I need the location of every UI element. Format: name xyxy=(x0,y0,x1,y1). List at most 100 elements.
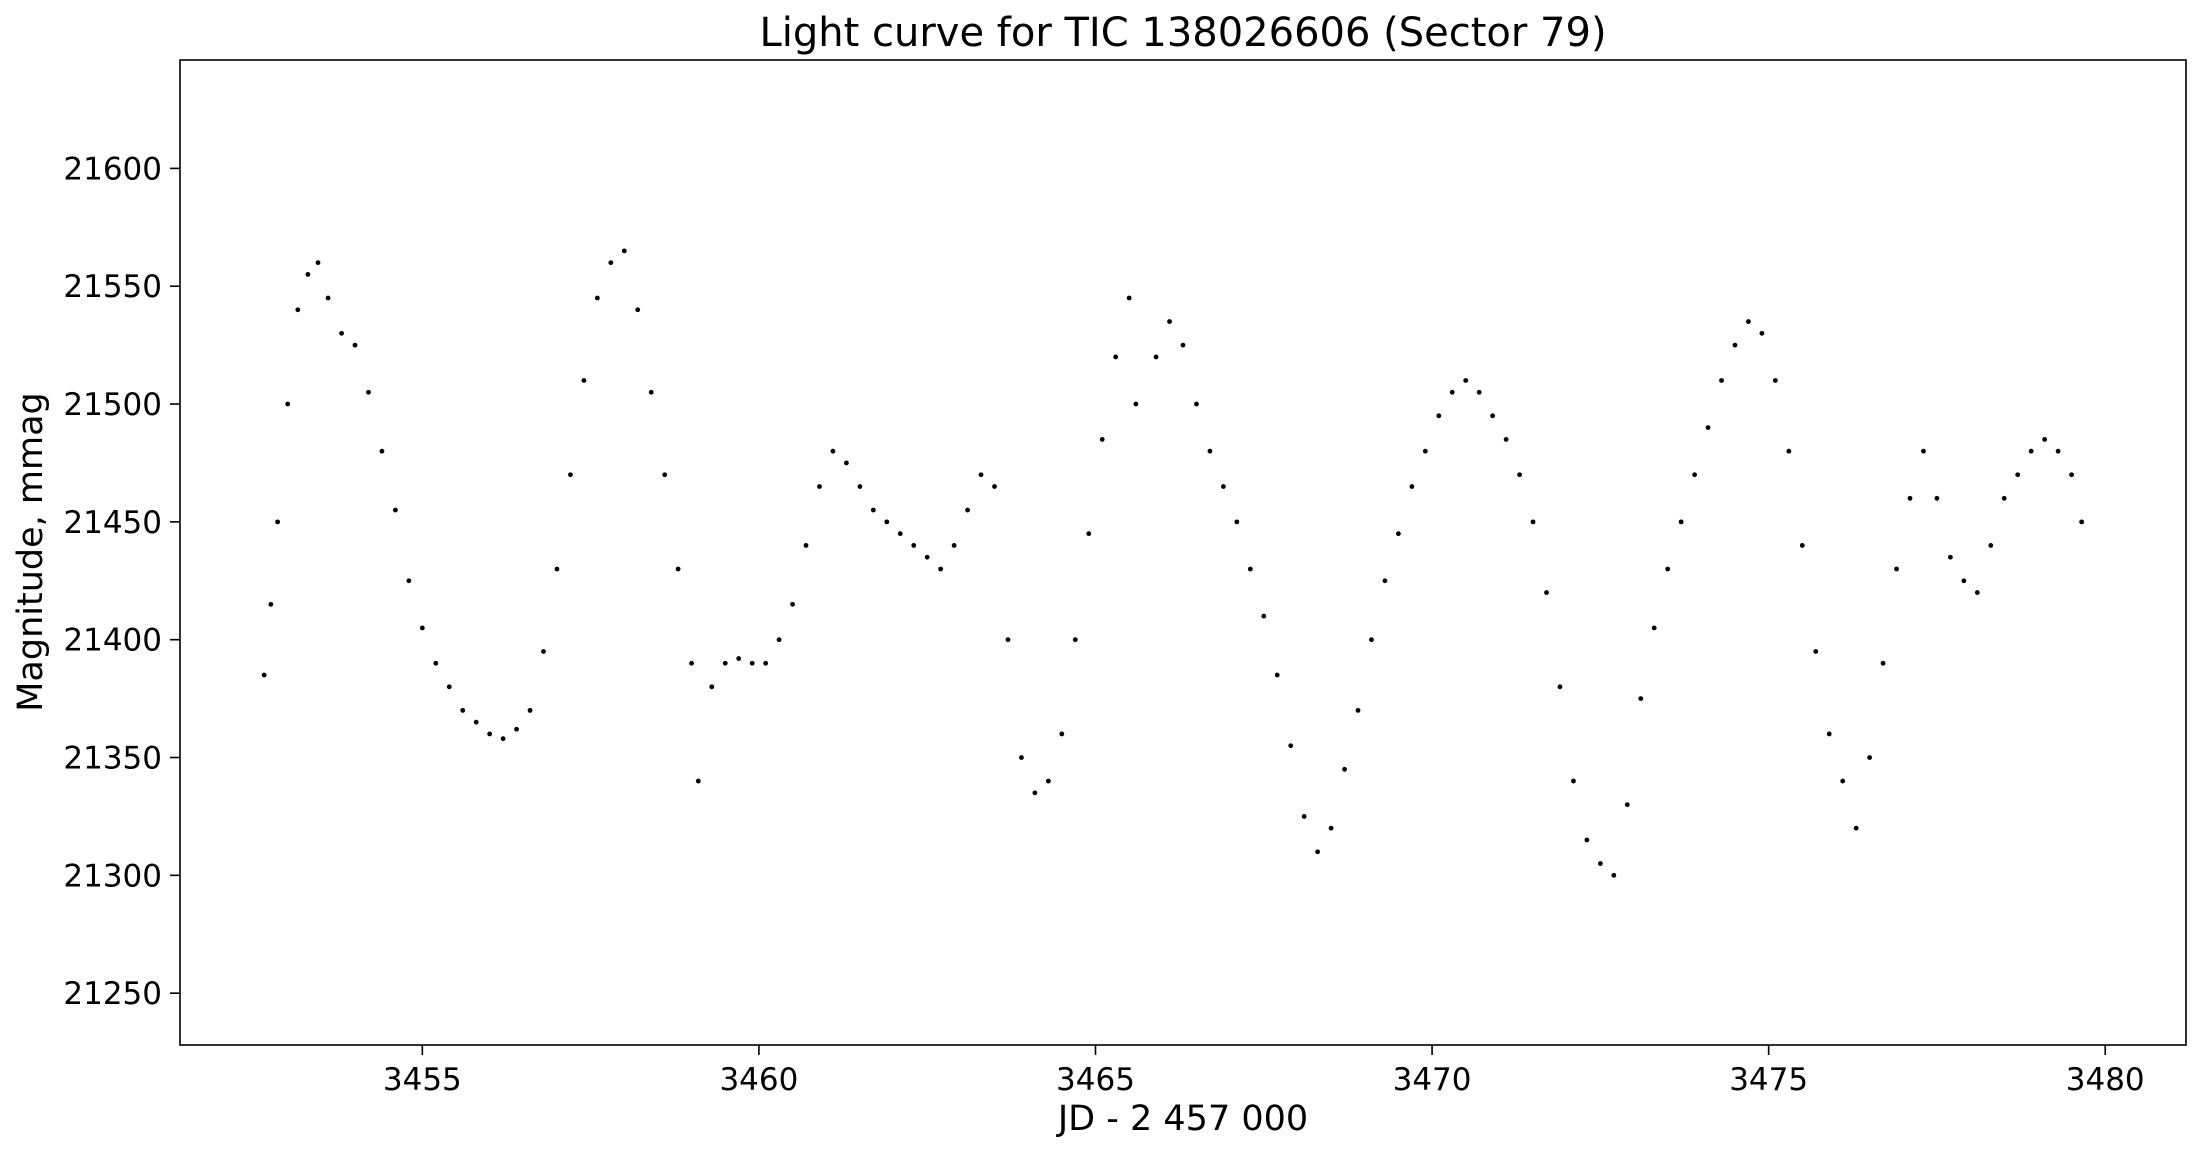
data-point xyxy=(1584,837,1590,843)
data-point xyxy=(844,460,849,466)
data-point xyxy=(1665,566,1671,572)
data-point xyxy=(1019,755,1024,760)
data-point xyxy=(1853,825,1859,831)
x-axis-ticks: 3455 3460 3465 3470 3475 3480 xyxy=(383,1045,2145,1098)
data-point xyxy=(1220,484,1226,489)
data-point xyxy=(1517,472,1522,478)
data-point xyxy=(1247,566,1253,572)
data-point xyxy=(460,707,466,713)
y-tick-label: 21500 xyxy=(63,387,162,423)
data-point xyxy=(295,307,301,313)
data-point xyxy=(608,260,614,266)
data-point xyxy=(1476,389,1482,395)
data-point xyxy=(1571,778,1576,784)
data-point xyxy=(1369,637,1374,643)
data-point xyxy=(2001,495,2007,501)
data-point xyxy=(675,566,681,572)
data-point xyxy=(594,295,600,301)
data-point xyxy=(992,484,997,489)
data-point xyxy=(1638,696,1644,702)
data-point xyxy=(2055,448,2061,454)
data-point xyxy=(473,719,479,725)
data-point xyxy=(1234,519,1240,525)
data-point xyxy=(1974,590,1980,595)
data-point xyxy=(352,342,358,348)
data-point xyxy=(568,472,573,478)
data-point xyxy=(1840,778,1846,784)
data-point xyxy=(1597,861,1603,866)
x-tick-label: 3465 xyxy=(1056,1062,1135,1098)
data-point xyxy=(1947,554,1953,560)
data-point xyxy=(275,519,281,525)
data-point xyxy=(1436,413,1442,419)
data-point xyxy=(1934,495,1940,501)
data-point xyxy=(366,389,371,395)
data-point xyxy=(763,660,769,666)
data-point xyxy=(1799,543,1805,548)
data-point xyxy=(1167,319,1172,324)
data-point xyxy=(709,684,715,690)
data-point xyxy=(554,566,560,572)
data-point xyxy=(884,519,890,525)
chart-title: Light curve for TIC 138026606 (Sector 79… xyxy=(759,10,1606,56)
data-point xyxy=(736,656,742,661)
data-point xyxy=(1490,413,1496,419)
data-point xyxy=(897,531,903,537)
data-point xyxy=(1651,625,1657,631)
y-tick-label: 21350 xyxy=(63,741,162,777)
data-point xyxy=(817,484,822,489)
data-point xyxy=(1772,378,1778,383)
x-tick-label: 3455 xyxy=(383,1062,462,1098)
data-point xyxy=(1678,519,1684,525)
data-point xyxy=(1355,707,1361,713)
data-point xyxy=(1342,766,1347,772)
data-point xyxy=(689,660,694,666)
y-tick-label: 21600 xyxy=(63,151,162,187)
data-point xyxy=(648,389,654,395)
data-point xyxy=(315,260,321,266)
data-point xyxy=(1288,743,1294,749)
data-point xyxy=(1463,378,1469,383)
data-point xyxy=(1059,731,1065,737)
data-point xyxy=(635,307,641,313)
x-tick-label: 3480 xyxy=(2066,1062,2145,1098)
data-point xyxy=(1921,448,1926,454)
data-point xyxy=(924,554,930,560)
data-point xyxy=(1759,330,1765,336)
data-point xyxy=(870,507,876,513)
data-point xyxy=(1113,354,1119,360)
data-point xyxy=(621,248,627,254)
data-point xyxy=(803,543,809,548)
data-point xyxy=(911,543,917,548)
data-point xyxy=(1207,448,1213,454)
data-point xyxy=(1961,578,1967,584)
data-point xyxy=(1005,637,1011,643)
data-point xyxy=(1194,401,1199,407)
plot-area-frame xyxy=(179,59,2187,1046)
data-point xyxy=(379,448,385,454)
data-point xyxy=(2042,436,2048,442)
data-point xyxy=(790,601,795,607)
data-point xyxy=(1382,578,1388,584)
data-point xyxy=(1045,778,1051,784)
data-point xyxy=(1786,448,1792,454)
data-point xyxy=(2015,472,2021,478)
data-point xyxy=(1274,672,1280,678)
x-tick-label: 3470 xyxy=(1393,1062,1472,1098)
data-point xyxy=(662,472,668,478)
data-point xyxy=(1328,825,1334,831)
data-point xyxy=(1719,378,1724,383)
data-point xyxy=(1449,389,1455,395)
data-point xyxy=(527,707,533,713)
data-point xyxy=(487,731,493,737)
data-point xyxy=(581,378,587,383)
data-point xyxy=(2079,519,2085,525)
y-tick-label: 21450 xyxy=(63,505,162,541)
data-point xyxy=(938,566,944,572)
data-point xyxy=(419,625,425,631)
data-point xyxy=(406,578,412,584)
data-point xyxy=(1099,436,1105,442)
data-point xyxy=(514,726,519,732)
data-point xyxy=(1261,613,1267,619)
